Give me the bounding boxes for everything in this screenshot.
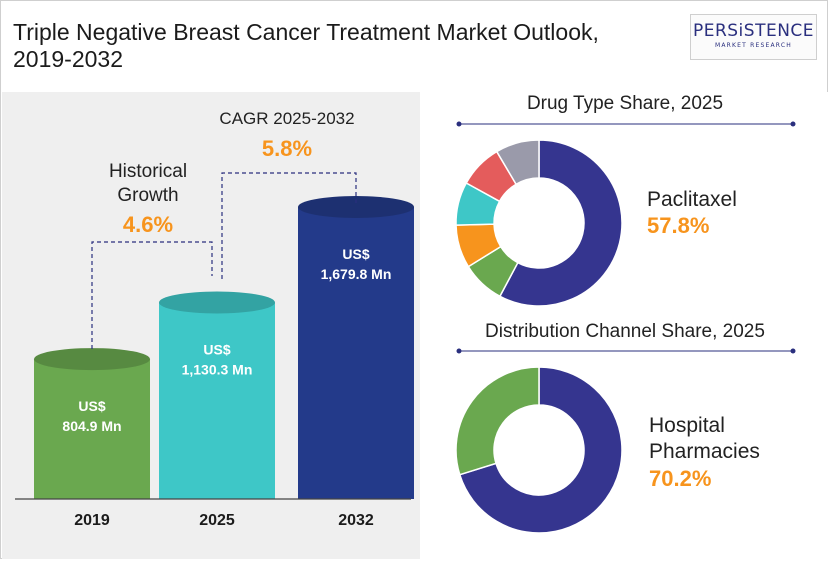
x-tick-label: 2032 [338,512,374,529]
distribution-highlight-label-line1: Hospital [649,414,725,437]
bar-value-label-currency: US$ [342,246,369,262]
distribution-divider-dot-left [456,348,462,354]
drug-type-slice-0 [498,139,623,307]
distribution-channel-slice-0 [458,366,623,534]
bar-value-label-amount: 1,679.8 Mn [321,266,392,282]
persistence-logo: PERSiSTENCE MARKET RESEARCH [690,14,817,60]
bar-2025 [159,302,275,499]
growth-annotations: Historical Growth 4.6% CAGR 2025-2032 5.… [91,109,357,349]
distribution-channel-donut [455,366,623,534]
cagr-label: CAGR 2025-2032 [219,109,354,128]
cagr-connector [221,172,357,279]
distribution-highlight-label-line2: Pharmacies [649,440,760,463]
bar-2019 [34,359,150,499]
distribution-divider-dot-right [790,348,796,354]
bar-top-2032 [298,196,414,218]
distribution-channel-slice-1 [455,366,540,476]
bar-chart: US$ 804.9 Mn 2019 US$ 1,130.3 Mn 2025 US$ 1,679… [34,196,414,529]
drug-type-divider-dot-left [456,121,462,127]
logo-subtitle: MARKET RESEARCH [715,42,792,49]
historical-label-line1: Historical [109,161,187,182]
bar-value-label-currency: US$ [78,398,105,414]
distribution-channel-title: Distribution Channel Share, 2025 [485,321,765,342]
bar-top-2025 [159,291,275,314]
distribution-highlight-value: 70.2% [649,466,711,491]
page-title: Triple Negative Breast Cancer Treatment … [13,19,599,72]
drug-type-donut [455,139,623,307]
bar-2032 [298,207,414,499]
x-tick-label: 2019 [74,512,110,529]
drug-type-title: Drug Type Share, 2025 [527,93,723,114]
drug-type-slice-5 [495,139,540,186]
drug-type-highlight-value: 57.8% [647,213,709,238]
bar-value-label-amount: 804.9 Mn [62,418,121,434]
drug-type-highlight-label: Paclitaxel [647,188,737,211]
logo-name: PERSiSTENCE [692,21,815,41]
x-tick-label: 2025 [199,512,235,529]
historical-label-line2: Growth [117,185,178,206]
bar-top-2019 [34,348,150,371]
drug-type-divider-dot-right [790,121,796,127]
bar-value-label-amount: 1,130.3 Mn [182,362,253,378]
bar-value-label-currency: US$ [203,342,230,358]
cagr-value: 5.8% [262,136,312,161]
historical-growth-value: 4.6% [123,212,173,237]
